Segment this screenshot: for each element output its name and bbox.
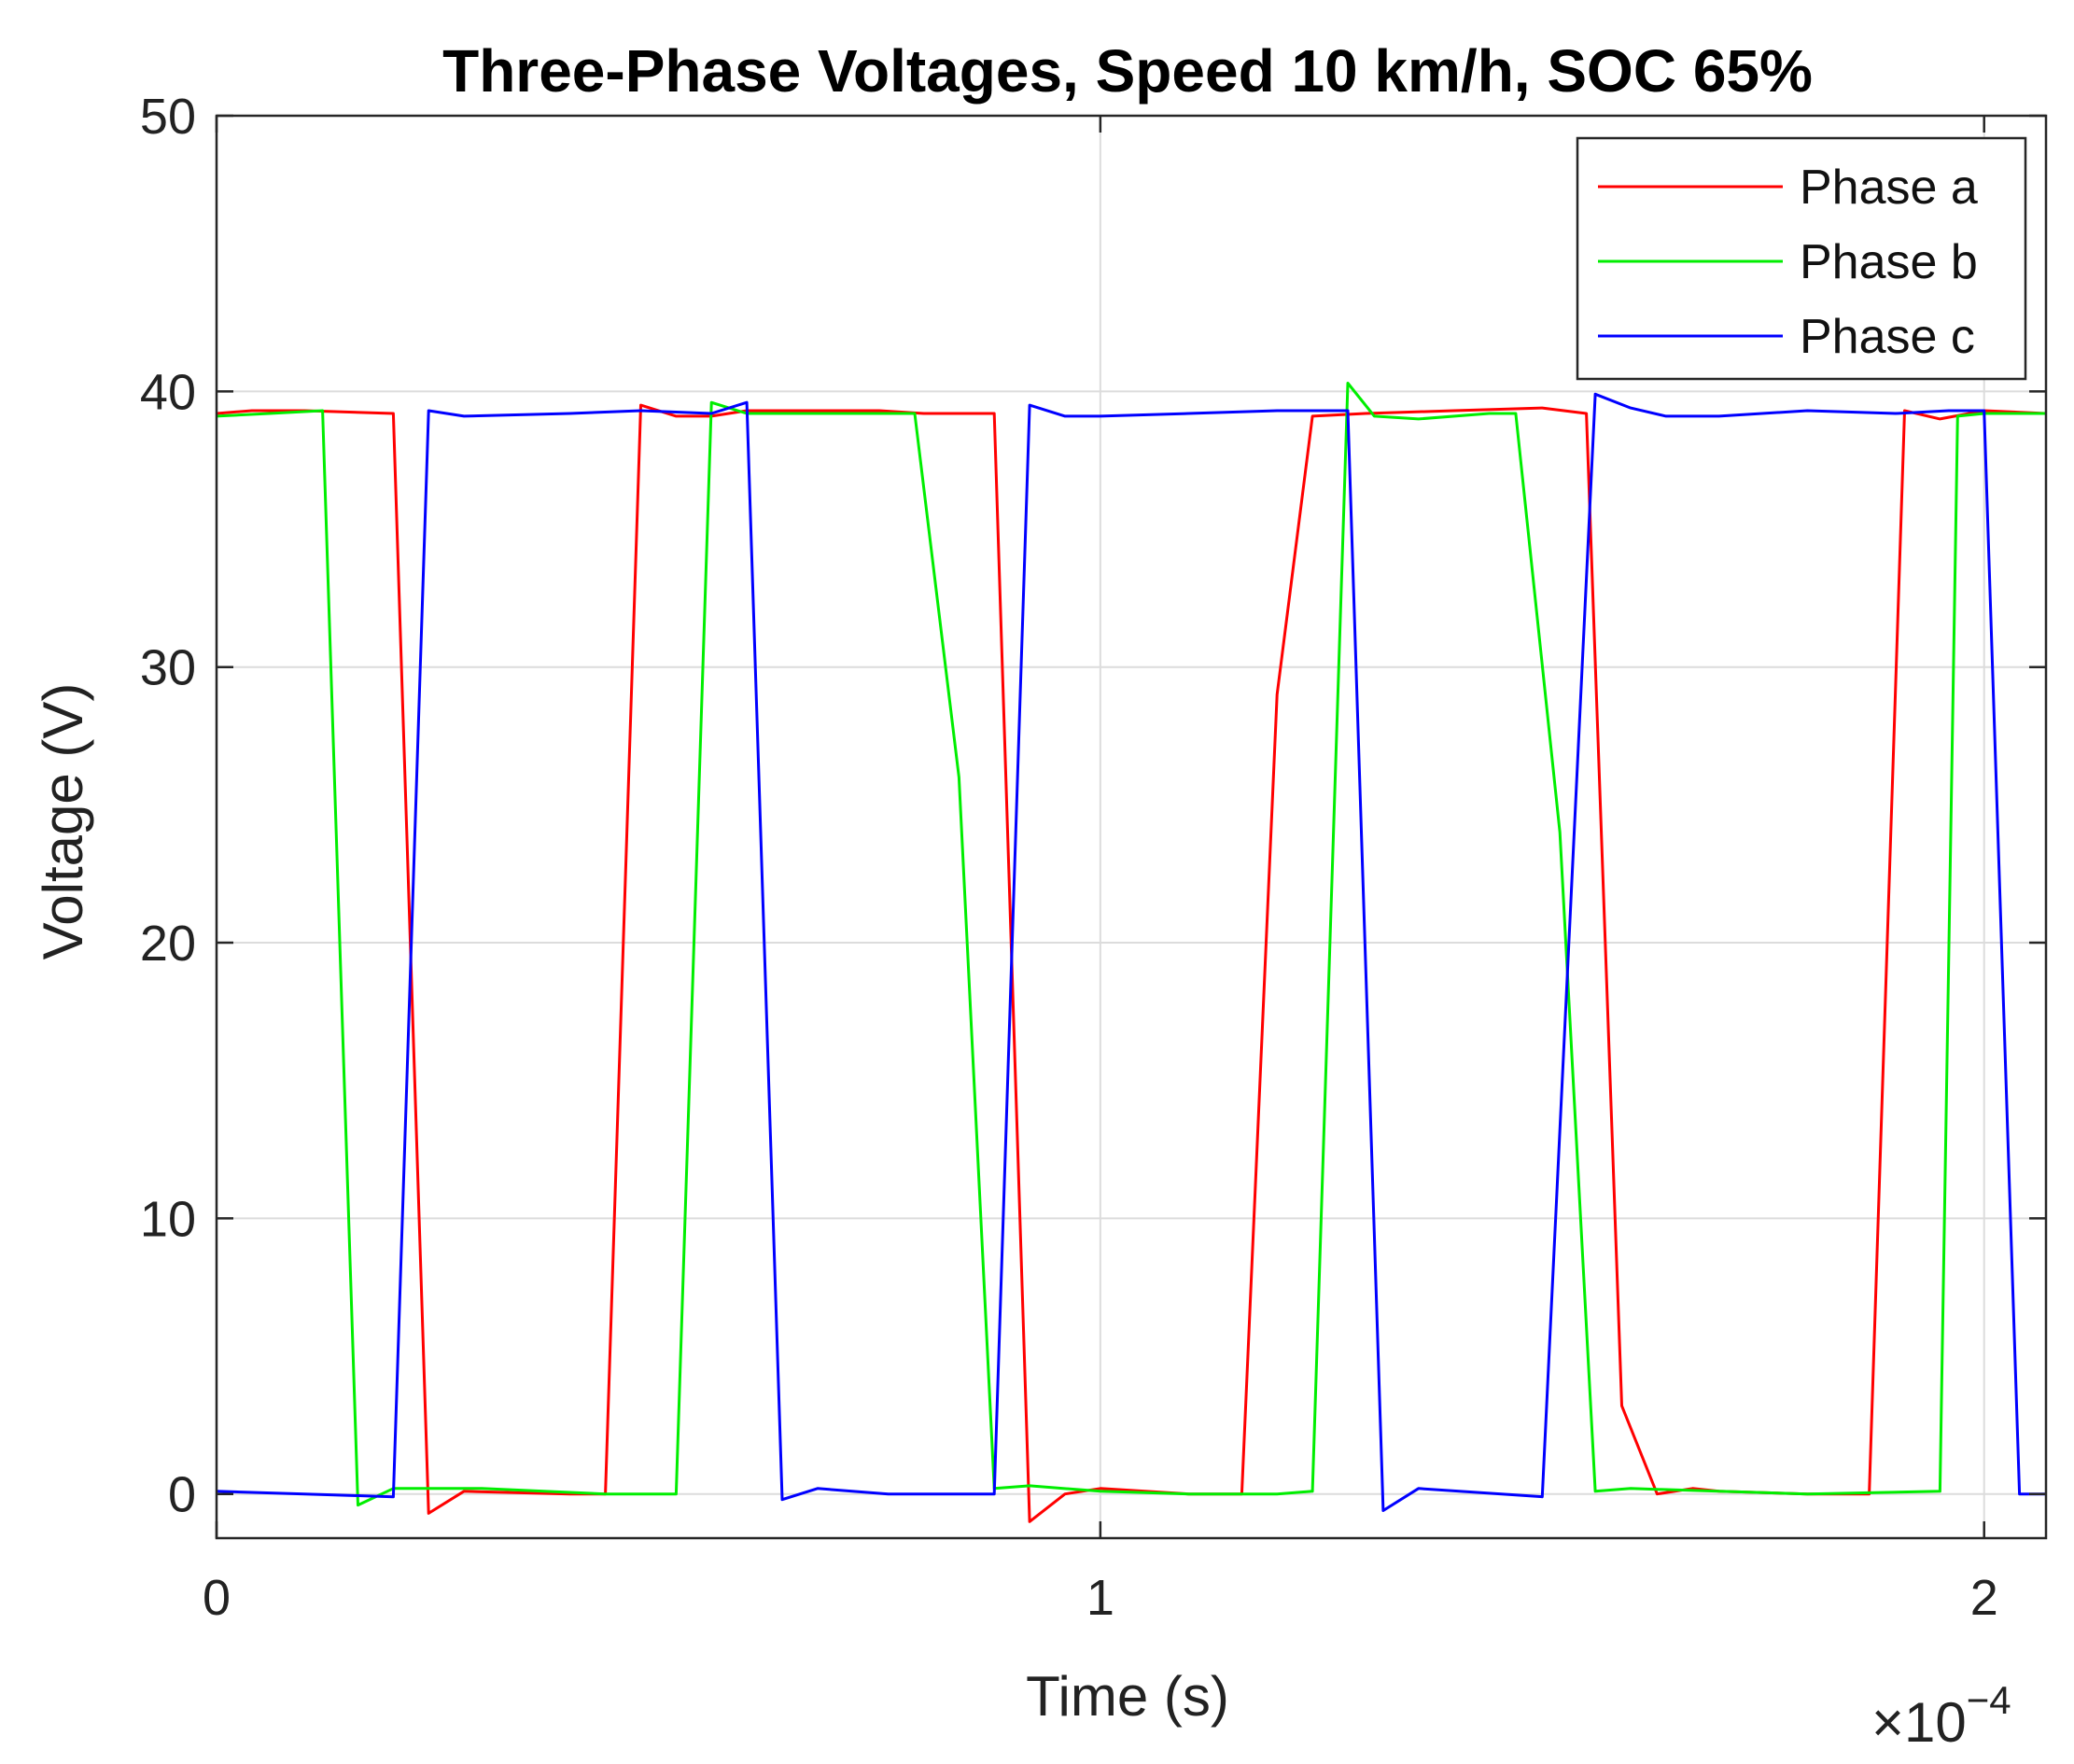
legend: Phase a Phase b Phase c	[1576, 136, 2027, 381]
series-line-phase-a	[216, 403, 2047, 1523]
chart-title: Three-Phase Voltages, Speed 10 km/h, SOC…	[442, 37, 1813, 105]
x-tick-label: 0	[203, 1570, 231, 1626]
y-axis-label: Voltage (V)	[32, 683, 94, 960]
series-line-phase-b	[216, 382, 2046, 1507]
x-tick-label: 1	[1086, 1570, 1114, 1626]
x-tick-label: 2	[1970, 1570, 1998, 1626]
tick-marks	[215, 114, 2046, 1538]
legend-label-phase-a: Phase a	[1800, 161, 1978, 215]
axes	[215, 114, 2048, 1540]
y-tick-label: 10	[140, 1191, 196, 1247]
legend-label-phase-c: Phase c	[1800, 310, 1975, 364]
y-tick-label: 40	[140, 364, 196, 420]
plot-frame	[215, 114, 2048, 1540]
y-tick-label: 50	[140, 89, 196, 145]
legend-box	[1576, 136, 2027, 381]
x-exponent-label: ×10−4	[1871, 1678, 2011, 1754]
legend-items: Phase a Phase b Phase c	[1598, 161, 1978, 364]
x-axis-label: Time (s)	[1026, 1665, 1229, 1728]
legend-label-phase-b: Phase b	[1800, 235, 1978, 289]
x-exponent-power: −4	[1967, 1678, 2011, 1722]
series-line-phase-c	[216, 392, 2046, 1512]
y-tick-label: 30	[140, 640, 196, 696]
tick-labels: 0 10 20 30 40 50 0 1 2	[140, 89, 1998, 1626]
x-exponent-base: ×10	[1871, 1691, 1967, 1754]
series-lines	[216, 382, 2047, 1523]
y-tick-label: 20	[140, 916, 196, 972]
y-tick-label: 0	[168, 1467, 196, 1523]
